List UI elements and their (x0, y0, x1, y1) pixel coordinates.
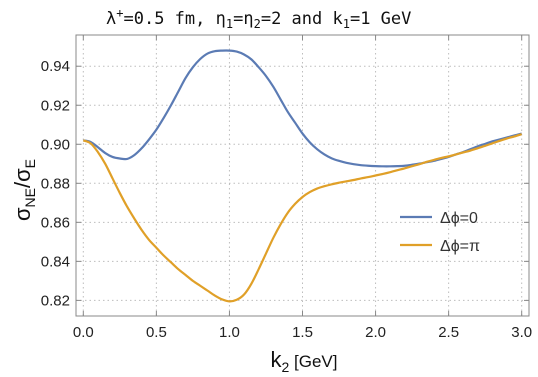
x-tick-label: 1.0 (219, 324, 240, 341)
legend-label-dphi-0: Δϕ=0 (440, 210, 478, 227)
chart-title: λ+=0.5 fm, η1=η2=2 and k1=1 GeV (106, 6, 411, 31)
legend: Δϕ=0 Δϕ=π (400, 210, 480, 255)
grid (76, 35, 529, 316)
x-tick-label: 0.0 (73, 324, 94, 341)
x-tick-label: 2.5 (438, 324, 459, 341)
legend-label-dphi-pi: Δϕ=π (440, 238, 480, 255)
ticks: 0.0 0.5 1.0 1.5 2.0 2.5 3.0 0.82 0.84 0.86 0.88 0.9… (41, 35, 532, 341)
y-tick-label: 0.88 (41, 175, 70, 192)
x-axis-label: k2 [GeV] (271, 347, 338, 375)
y-tick-label: 0.86 (41, 214, 70, 231)
series-layer (82, 49, 523, 303)
y-tick-label: 0.92 (41, 97, 70, 114)
y-axis-label: σNE/σE (10, 159, 38, 221)
x-tick-label: 1.5 (292, 324, 313, 341)
y-tick-label: 0.90 (41, 136, 70, 153)
x-tick-label: 2.0 (365, 324, 386, 341)
y-tick-label: 0.84 (41, 253, 70, 270)
y-tick-label: 0.82 (41, 292, 70, 309)
x-tick-label: 3.0 (511, 324, 532, 341)
y-tick-label: 0.94 (41, 58, 70, 75)
series-line-dphi-pi (82, 133, 523, 303)
x-tick-label: 0.5 (146, 324, 167, 341)
